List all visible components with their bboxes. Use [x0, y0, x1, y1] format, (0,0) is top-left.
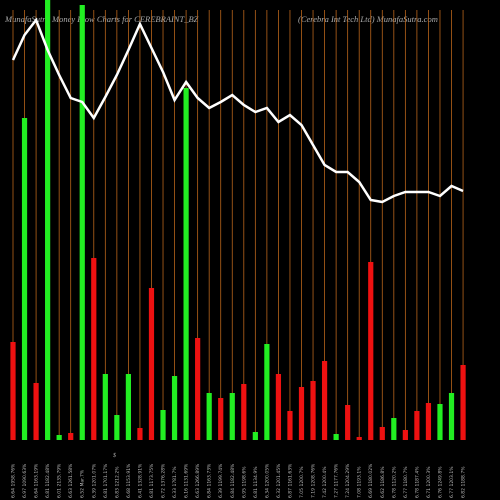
bar	[437, 404, 443, 440]
x-tick-label: 6.84 1163.73%	[207, 463, 213, 498]
bar	[241, 384, 247, 440]
x-tick-label: 6.72 1376.28%	[161, 463, 167, 498]
annotation: $	[113, 452, 116, 459]
bar	[379, 427, 385, 440]
x-tick-label: 6.83 1212.2%	[114, 466, 120, 498]
bar	[275, 374, 282, 440]
x-tick-label: 6.34 1200.05%	[264, 463, 270, 498]
bar	[125, 374, 131, 440]
bar	[148, 288, 155, 440]
bar	[137, 428, 143, 440]
x-tick-label: 6.68 1153.91%	[126, 463, 132, 498]
bar	[321, 361, 328, 440]
x-tick-label: 6.62 1186.8%	[380, 466, 386, 498]
bar	[252, 432, 258, 440]
x-tick-label: 6.32 1201.45%	[276, 463, 282, 498]
price-line	[11, 17, 464, 204]
bar	[356, 437, 362, 440]
bar	[45, 0, 51, 440]
x-tick-label: 6.63 1261.58%	[68, 463, 74, 498]
x-tick-label: 6.87 1161.63%	[287, 463, 293, 498]
x-tick-label: 6.77 1203.1%	[449, 466, 455, 498]
bar	[368, 262, 374, 440]
bar	[68, 433, 74, 440]
bar	[91, 258, 97, 440]
bar	[448, 393, 455, 440]
x-tick-label: 6.33 1781.7%	[172, 466, 178, 498]
x-tick-label: 6.78 1187.4%	[414, 466, 420, 498]
bar	[56, 435, 62, 440]
x-tick-label: 6.81 1701.17%	[103, 463, 109, 498]
x-tick-label: 6.95 1198.6%	[241, 466, 247, 498]
bar	[21, 118, 28, 440]
bar	[218, 398, 224, 440]
bar	[345, 405, 351, 440]
x-tick-label: 6.41 1328.91%	[137, 463, 143, 498]
x-tick-label: 6.52 Mar.7%	[80, 469, 86, 498]
x-tick-label: 6.64 1958.76%	[11, 463, 17, 498]
x-tick-label: 6.97 1090.63%	[22, 463, 28, 498]
bar	[206, 393, 212, 440]
x-tick-label: 6.81 1173.75%	[149, 463, 155, 498]
x-tick-label: 6.71 1200.3%	[426, 466, 432, 498]
bar	[333, 434, 339, 440]
bar	[264, 344, 270, 440]
bar	[33, 383, 39, 440]
bar	[102, 374, 108, 440]
x-tick-label: 7.24 1204.29%	[345, 463, 351, 498]
bar	[171, 376, 178, 440]
x-tick-label: 6.76 1249.8%	[437, 466, 443, 498]
x-tick-label: 6.39 1201.07%	[91, 463, 97, 498]
bar	[310, 381, 316, 440]
bar	[160, 410, 166, 440]
chart-title: MunafaSutra Money Flow Charts for CEREBR…	[4, 14, 199, 24]
bar	[10, 342, 16, 440]
x-tick-label: 6.63 1266.89%	[195, 463, 201, 498]
bar	[79, 5, 85, 440]
x-tick-label: 6.82 1188.7%	[461, 466, 467, 498]
bar	[195, 338, 201, 440]
bar	[183, 88, 189, 440]
bar	[298, 387, 305, 440]
x-tick-label: 7.05 1200.7%	[299, 466, 305, 498]
x-tick-label: 6.69 1180.02%	[368, 463, 374, 498]
bar	[114, 415, 120, 440]
x-tick-label: 6.16 1131.69%	[184, 463, 190, 498]
x-tick-label: 7.08 1193.1%	[357, 466, 363, 498]
bar	[229, 393, 235, 440]
bar	[460, 365, 466, 440]
bar	[391, 418, 397, 440]
bar	[414, 411, 420, 440]
x-tick-label: 6.39 1199.74%	[218, 463, 224, 498]
bar	[402, 430, 408, 440]
x-tick-label: 7.19 1208.76%	[311, 463, 317, 498]
x-tick-label: 6.81 1134.9%	[253, 466, 259, 498]
x-tick-label: 6.84 1182.48%	[230, 463, 236, 498]
x-tick-label: 7.42 1200.4%	[322, 466, 328, 498]
chart-subtitle: (Cerebra Int Tech Ltd) MunafaSutra.com	[298, 14, 438, 24]
x-tick-label: 6.81 1182.48%	[45, 463, 51, 498]
x-tick-label: 7.27 1177.76%	[334, 463, 340, 498]
x-tick-label: 6.78 1120.2%	[391, 466, 397, 498]
bar	[287, 411, 293, 440]
bar	[425, 403, 432, 440]
x-tick-label: 6.64 1163.19%	[34, 463, 40, 498]
x-tick-label: 6.01 2135.79%	[57, 463, 63, 498]
x-tick-label: 6.77 1180.7%	[403, 466, 409, 498]
